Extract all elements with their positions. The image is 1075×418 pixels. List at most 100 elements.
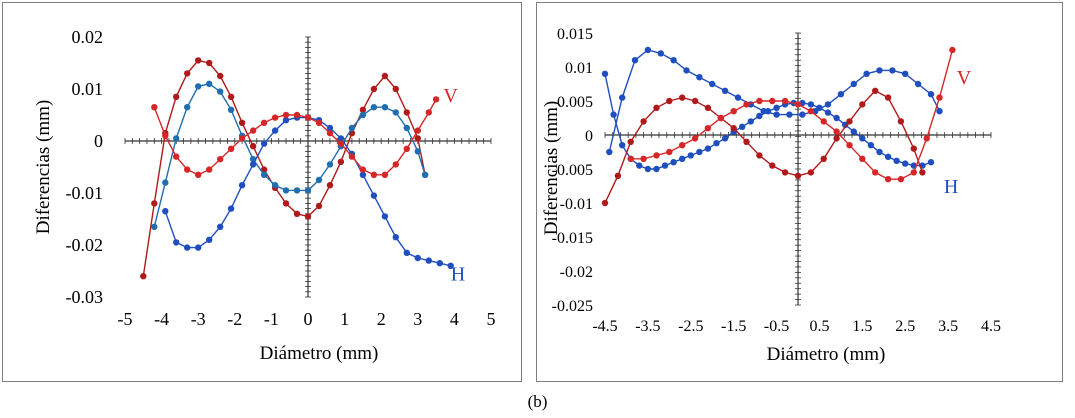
y-tick-label: -0.03 — [66, 287, 104, 307]
series-point — [293, 210, 301, 217]
series-point — [730, 108, 737, 115]
y-tick-label: -0.025 — [552, 298, 593, 315]
series-point — [315, 176, 323, 184]
series-point — [271, 182, 279, 189]
series-point — [760, 108, 767, 115]
series-point — [403, 124, 410, 132]
series-point — [773, 111, 780, 118]
series-point — [850, 80, 857, 88]
series-point — [151, 200, 158, 207]
series-point — [447, 262, 454, 269]
series-point — [644, 165, 652, 173]
series-point — [666, 148, 673, 156]
series-point — [282, 117, 290, 124]
series-point — [282, 200, 290, 207]
series-point — [799, 111, 806, 118]
series-point — [661, 162, 669, 169]
series-point — [260, 171, 268, 178]
series-point — [923, 135, 930, 142]
series-point — [337, 158, 345, 165]
series-point — [910, 145, 917, 152]
x-tick-label: 1 — [340, 309, 349, 329]
series-point — [653, 165, 660, 173]
series-point — [902, 70, 909, 78]
series-point — [687, 152, 694, 159]
series-point — [619, 142, 626, 149]
annotation-h: H — [451, 263, 465, 285]
series-point — [414, 254, 421, 262]
series-point — [850, 128, 857, 135]
series-point — [162, 132, 169, 139]
series-point — [381, 104, 389, 111]
series-point — [238, 182, 246, 189]
series-point — [640, 155, 647, 162]
series-point — [249, 127, 257, 134]
series-point — [781, 97, 789, 105]
series-point — [381, 213, 389, 220]
series-point — [859, 155, 866, 162]
series-point — [217, 156, 224, 163]
series-point — [876, 67, 883, 74]
series-point — [807, 101, 815, 108]
series-point — [696, 74, 703, 81]
series-point — [227, 106, 235, 114]
series-point — [359, 166, 367, 173]
x-tick-label: 0.5 — [809, 318, 829, 335]
series-point — [863, 70, 870, 78]
series-point — [227, 205, 235, 212]
series-point — [282, 111, 290, 119]
series-point — [747, 118, 754, 125]
series-point — [601, 199, 609, 207]
y-axis-title: Diferencias (mm) — [33, 100, 54, 235]
series-point — [227, 145, 235, 152]
x-tick-label: 5 — [487, 309, 496, 329]
series-point — [679, 155, 686, 162]
series-point — [704, 145, 712, 152]
x-tick-label: -1.5 — [721, 318, 746, 335]
series-point — [425, 109, 432, 116]
x-tick-label: 2.5 — [895, 318, 915, 335]
series-point — [743, 138, 750, 145]
series-point — [184, 244, 191, 251]
series-point — [217, 88, 224, 95]
series-point — [610, 111, 617, 118]
series-point — [897, 176, 905, 183]
series-point — [184, 104, 191, 111]
series-point — [601, 70, 609, 78]
series-point — [421, 171, 429, 178]
series-point — [709, 80, 716, 88]
y-tick-label: 0.015 — [557, 26, 593, 43]
series-point — [151, 223, 158, 230]
series-point — [370, 85, 378, 93]
series-point — [282, 187, 290, 194]
series-point — [679, 94, 686, 101]
series-point — [833, 114, 840, 122]
series-point — [927, 91, 935, 98]
y-tick-label: -0.01 — [560, 196, 593, 213]
series-point — [381, 72, 389, 80]
figure-caption: (b) — [527, 392, 548, 411]
series-point — [820, 118, 827, 125]
series-point — [914, 80, 922, 88]
x-tick-label: 2 — [377, 309, 386, 329]
series-line — [604, 89, 924, 204]
series-point — [315, 202, 323, 210]
series-point — [876, 148, 883, 156]
series-point — [781, 169, 789, 176]
series-point — [872, 87, 879, 95]
x-tick-label: -1 — [264, 309, 279, 329]
series-point — [614, 172, 622, 179]
series-point — [846, 142, 853, 149]
series-point — [807, 108, 815, 115]
series-point — [370, 171, 378, 178]
series-point — [403, 109, 410, 116]
series-point — [936, 94, 943, 101]
series-point — [249, 161, 257, 168]
series-point — [807, 169, 815, 176]
x-tick-label: -2 — [227, 309, 242, 329]
series-point — [140, 273, 147, 280]
series-point — [619, 94, 626, 101]
series-point — [713, 140, 720, 147]
annotation-v: V — [443, 85, 458, 107]
y-tick-label: -0.02 — [66, 235, 104, 255]
